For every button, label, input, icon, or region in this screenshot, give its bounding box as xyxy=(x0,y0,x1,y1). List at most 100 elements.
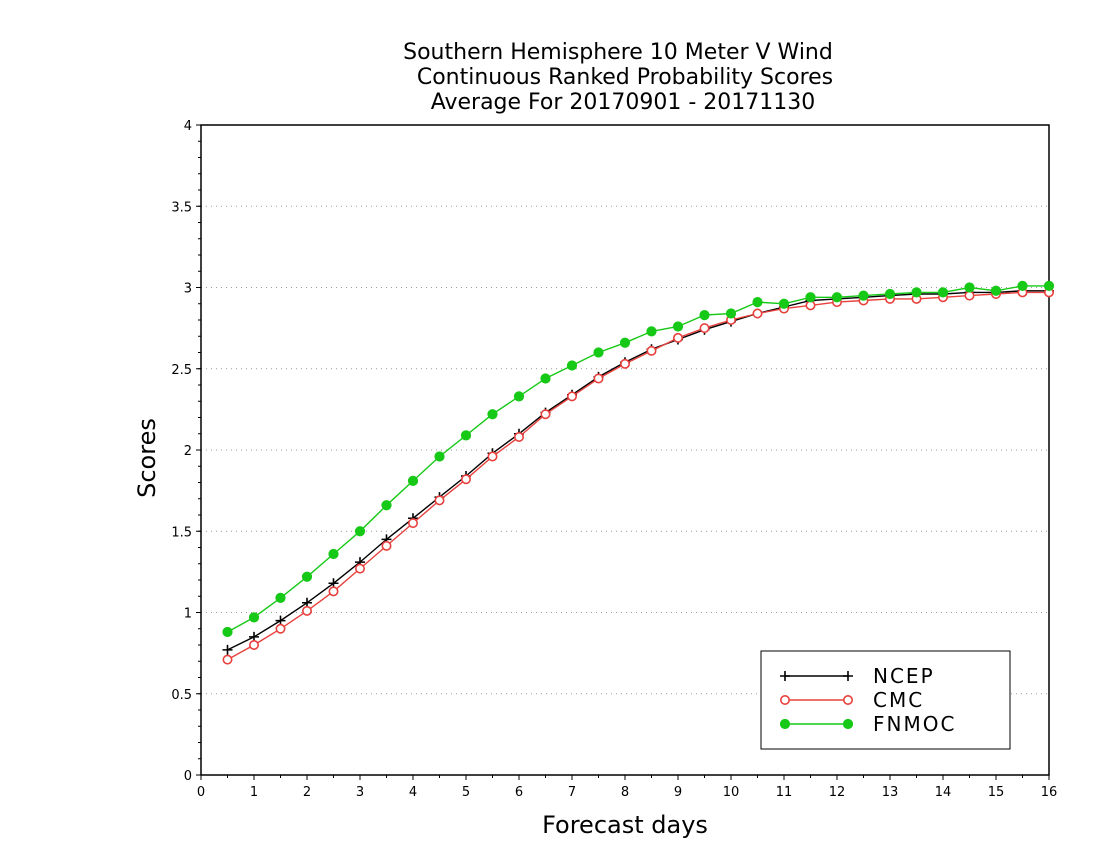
series-fnmoc-point xyxy=(619,337,631,348)
series-fnmoc-point xyxy=(487,409,498,420)
x-tick-label: 1 xyxy=(250,785,258,800)
series-cmc-point xyxy=(407,518,418,529)
series-fnmoc-point xyxy=(831,292,843,303)
x-tick-label: 14 xyxy=(935,785,952,800)
series-cmc-point xyxy=(222,654,233,665)
series-fnmoc-point xyxy=(434,451,445,462)
series-cmc-point xyxy=(566,391,577,402)
x-tick-label: 16 xyxy=(1041,785,1058,800)
y-axis-ticks: 0 0.5 1 1.5 2 2.5 3 3.5 4 xyxy=(171,119,201,784)
legend-fnmoc-label: FNMOC xyxy=(873,712,956,736)
series-fnmoc-point xyxy=(248,612,260,623)
series-fnmoc-point xyxy=(460,430,472,441)
series-fnmoc-point xyxy=(407,475,419,486)
series-fnmoc-point xyxy=(1043,280,1055,291)
chart-title-line-3: Average For 20170901 - 20171130 xyxy=(431,90,816,115)
series-cmc-line xyxy=(227,291,1049,661)
chart-title-line-2: Continuous Ranked Probability Scores xyxy=(417,65,833,90)
series-cmc-point xyxy=(354,563,365,574)
series-fnmoc-point xyxy=(699,310,710,321)
y-tick-label: 0 xyxy=(184,769,192,784)
series-fnmoc-point xyxy=(725,308,737,319)
x-tick-label: 12 xyxy=(829,785,846,800)
series-fnmoc-point xyxy=(911,287,922,298)
x-axis-ticks: 0 1 2 3 4 5 6 7 8 9 10 11 12 13 14 15 16 xyxy=(197,775,1057,800)
y-tick-label: 0.5 xyxy=(171,688,192,703)
series-cmc-point xyxy=(275,623,286,634)
series-fnmoc-point xyxy=(805,292,816,303)
series-fnmoc-point xyxy=(672,321,684,332)
data-series xyxy=(222,280,1055,665)
series-fnmoc-point xyxy=(222,626,233,638)
series-cmc-point xyxy=(672,332,683,343)
series-fnmoc xyxy=(222,280,1055,638)
series-ncep-point xyxy=(222,644,233,655)
series-cmc-point xyxy=(301,605,312,616)
series-fnmoc-point xyxy=(513,391,525,402)
x-tick-label: 0 xyxy=(197,785,205,800)
series-cmc-point xyxy=(646,345,657,356)
y-tick-label: 4 xyxy=(184,119,192,134)
series-fnmoc-point xyxy=(566,360,578,371)
series-cmc-point xyxy=(619,358,630,369)
legend-cmc-marker xyxy=(842,694,853,705)
series-fnmoc-point xyxy=(1017,280,1028,291)
legend-ncep-marker xyxy=(780,671,790,681)
x-axis-title: Forecast days xyxy=(542,811,708,839)
x-tick-label: 5 xyxy=(462,785,470,800)
x-tick-label: 8 xyxy=(621,785,629,800)
series-cmc-point xyxy=(752,308,763,319)
y-tick-label: 2 xyxy=(184,444,192,459)
series-cmc-point xyxy=(460,474,471,485)
series-fnmoc-point xyxy=(354,526,366,537)
series-cmc-point xyxy=(434,495,445,506)
legend-cmc-marker xyxy=(779,694,790,705)
series-fnmoc-point xyxy=(646,326,657,337)
x-tick-label: 9 xyxy=(674,785,682,800)
series-fnmoc-point xyxy=(964,282,975,293)
series-fnmoc-point xyxy=(593,347,604,358)
x-tick-label: 15 xyxy=(988,785,1005,800)
legend-cmc-label: CMC xyxy=(873,688,924,712)
series-fnmoc-point xyxy=(328,548,339,560)
series-fnmoc-point xyxy=(858,290,869,301)
legend-box xyxy=(760,650,1011,750)
series-fnmoc-point xyxy=(381,500,392,511)
series-cmc xyxy=(222,287,1055,665)
series-fnmoc-point xyxy=(884,288,896,300)
series-cmc-point xyxy=(249,639,260,650)
series-fnmoc-line xyxy=(227,285,1049,633)
series-fnmoc-point xyxy=(540,373,551,384)
series-fnmoc-point xyxy=(752,297,763,308)
series-cmc-point xyxy=(487,451,498,462)
x-tick-label: 4 xyxy=(409,785,417,800)
series-fnmoc-point xyxy=(937,287,949,298)
x-tick-label: 2 xyxy=(303,785,311,800)
series-cmc-point xyxy=(964,290,975,301)
series-fnmoc-point xyxy=(301,571,313,582)
x-tick-label: 6 xyxy=(515,785,523,800)
legend-ncep-label: NCEP xyxy=(873,664,935,688)
legend-ncep-marker xyxy=(843,671,853,681)
legend-fnmoc-marker xyxy=(779,718,791,730)
y-tick-label: 1.5 xyxy=(171,525,192,540)
series-fnmoc-point xyxy=(275,592,286,603)
series-fnmoc-point xyxy=(990,285,1002,296)
y-tick-label: 3 xyxy=(184,282,192,297)
series-cmc-point xyxy=(593,373,604,384)
y-tick-label: 2.5 xyxy=(171,363,192,378)
x-tick-label: 10 xyxy=(723,785,740,800)
legend-fnmoc-marker xyxy=(842,718,854,730)
series-cmc-point xyxy=(699,323,710,334)
y-tick-label: 1 xyxy=(184,607,192,622)
grid-lines xyxy=(201,205,1049,695)
x-tick-label: 7 xyxy=(568,785,576,800)
series-cmc-point xyxy=(540,409,551,420)
y-axis-title: Scores xyxy=(133,418,161,498)
series-cmc-point xyxy=(513,431,524,442)
chart-title-line-1: Southern Hemisphere 10 Meter V Wind xyxy=(403,40,833,65)
series-ncep-line xyxy=(227,290,1049,651)
